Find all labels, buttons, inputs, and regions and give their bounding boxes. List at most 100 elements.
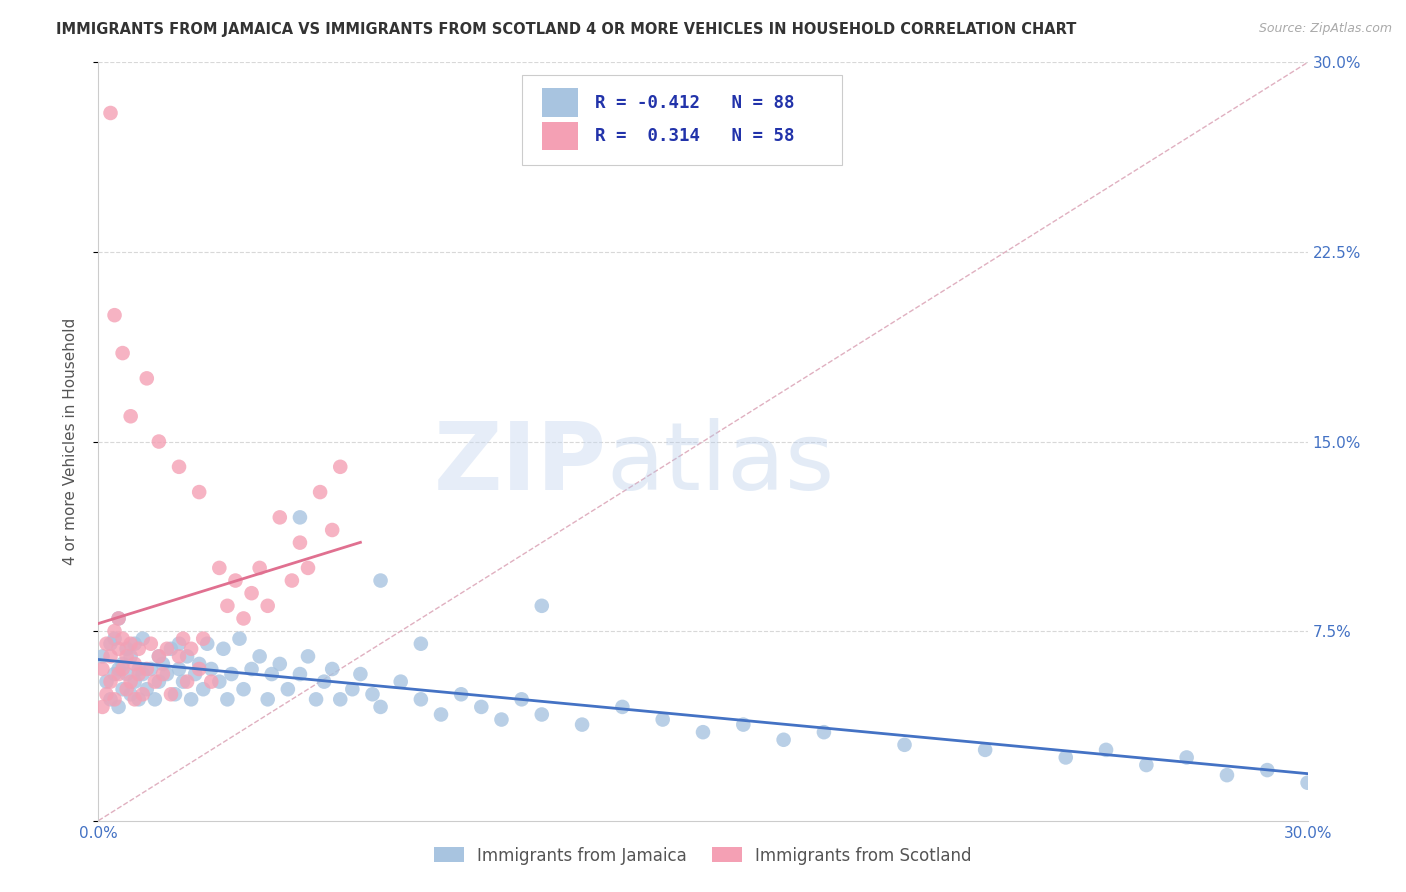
Immigrants from Jamaica (120, 687, 142, 701)
Immigrants from Jamaica (288, 510, 311, 524)
Immigrants from Scotland (135, 371, 157, 385)
Immigrants from Scotland (103, 308, 125, 322)
Immigrants from Jamaica (297, 649, 319, 664)
Immigrants from Jamaica (651, 713, 673, 727)
Immigrants from Scotland (124, 657, 146, 671)
Immigrants from Scotland (321, 523, 343, 537)
Immigrants from Scotland (103, 692, 125, 706)
Immigrants from Jamaica (1135, 758, 1157, 772)
Immigrants from Jamaica (100, 692, 122, 706)
Immigrants from Jamaica (132, 667, 155, 681)
Immigrants from Jamaica (228, 632, 250, 646)
Immigrants from Jamaica (530, 599, 553, 613)
Immigrants from Jamaica (148, 649, 170, 664)
Immigrants from Jamaica (115, 641, 138, 656)
Immigrants from Scotland (96, 687, 118, 701)
Immigrants from Scotland (256, 599, 278, 613)
Immigrants from Scotland (200, 674, 222, 689)
Immigrants from Jamaica (212, 641, 235, 656)
Immigrants from Jamaica (1054, 750, 1077, 764)
Immigrants from Jamaica (1095, 743, 1118, 757)
Immigrants from Jamaica (692, 725, 714, 739)
Immigrants from Scotland (128, 641, 150, 656)
Immigrants from Scotland (309, 485, 332, 500)
Immigrants from Jamaica (430, 707, 453, 722)
Immigrants from Scotland (297, 561, 319, 575)
FancyBboxPatch shape (522, 75, 842, 165)
Immigrants from Scotland (100, 674, 122, 689)
Immigrants from Jamaica (193, 682, 215, 697)
Immigrants from Jamaica (107, 699, 129, 714)
Immigrants from Jamaica (470, 699, 492, 714)
Immigrants from Jamaica (115, 667, 138, 681)
Immigrants from Scotland (240, 586, 263, 600)
Immigrants from Jamaica (571, 717, 593, 731)
Immigrants from Jamaica (217, 692, 239, 706)
Immigrants from Jamaica (156, 667, 179, 681)
Immigrants from Jamaica (152, 657, 174, 671)
Immigrants from Scotland (120, 637, 142, 651)
FancyBboxPatch shape (543, 121, 578, 151)
Immigrants from Scotland (120, 674, 142, 689)
Legend: Immigrants from Jamaica, Immigrants from Scotland: Immigrants from Jamaica, Immigrants from… (426, 838, 980, 873)
Immigrants from Scotland (111, 662, 134, 676)
Immigrants from Jamaica (135, 682, 157, 697)
Immigrants from Scotland (91, 699, 114, 714)
Immigrants from Jamaica (893, 738, 915, 752)
Immigrants from Jamaica (163, 687, 186, 701)
Immigrants from Scotland (139, 637, 162, 651)
Immigrants from Jamaica (124, 637, 146, 651)
Immigrants from Scotland (188, 485, 211, 500)
Immigrants from Jamaica (361, 687, 384, 701)
Immigrants from Jamaica (184, 667, 207, 681)
Immigrants from Jamaica (103, 632, 125, 646)
Immigrants from Jamaica (240, 662, 263, 676)
Immigrants from Jamaica (314, 674, 336, 689)
Immigrants from Scotland (232, 611, 254, 625)
Immigrants from Scotland (120, 409, 142, 424)
Immigrants from Scotland (100, 649, 122, 664)
Immigrants from Scotland (107, 611, 129, 625)
Immigrants from Jamaica (221, 667, 243, 681)
Immigrants from Scotland (188, 662, 211, 676)
Immigrants from Scotland (96, 637, 118, 651)
Immigrants from Jamaica (208, 674, 231, 689)
Immigrants from Jamaica (200, 662, 222, 676)
Text: IMMIGRANTS FROM JAMAICA VS IMMIGRANTS FROM SCOTLAND 4 OR MORE VEHICLES IN HOUSEH: IMMIGRANTS FROM JAMAICA VS IMMIGRANTS FR… (56, 22, 1077, 37)
Immigrants from Scotland (124, 692, 146, 706)
Immigrants from Scotland (160, 687, 183, 701)
Immigrants from Scotland (269, 510, 291, 524)
Immigrants from Jamaica (256, 692, 278, 706)
Immigrants from Jamaica (96, 674, 118, 689)
Immigrants from Scotland (281, 574, 304, 588)
Immigrants from Jamaica (370, 699, 392, 714)
Immigrants from Jamaica (329, 692, 352, 706)
Immigrants from Scotland (288, 535, 311, 549)
Immigrants from Jamaica (180, 692, 202, 706)
Immigrants from Scotland (224, 574, 246, 588)
Immigrants from Jamaica (1216, 768, 1239, 782)
Immigrants from Jamaica (342, 682, 364, 697)
Immigrants from Jamaica (195, 637, 218, 651)
Text: R =  0.314   N = 58: R = 0.314 N = 58 (595, 127, 794, 145)
Immigrants from Scotland (143, 674, 166, 689)
Immigrants from Scotland (135, 662, 157, 676)
Immigrants from Scotland (176, 674, 198, 689)
Immigrants from Scotland (217, 599, 239, 613)
Immigrants from Jamaica (370, 574, 392, 588)
Immigrants from Scotland (329, 459, 352, 474)
Immigrants from Scotland (156, 641, 179, 656)
Immigrants from Jamaica (143, 692, 166, 706)
Immigrants from Jamaica (167, 662, 190, 676)
Text: Source: ZipAtlas.com: Source: ZipAtlas.com (1258, 22, 1392, 36)
Immigrants from Jamaica (103, 667, 125, 681)
Immigrants from Scotland (167, 649, 190, 664)
Immigrants from Jamaica (176, 649, 198, 664)
Immigrants from Jamaica (389, 674, 412, 689)
Immigrants from Jamaica (111, 657, 134, 671)
Immigrants from Jamaica (277, 682, 299, 697)
Immigrants from Jamaica (132, 632, 155, 646)
Immigrants from Scotland (249, 561, 271, 575)
Text: R = -0.412   N = 88: R = -0.412 N = 88 (595, 94, 794, 112)
Immigrants from Jamaica (349, 667, 371, 681)
